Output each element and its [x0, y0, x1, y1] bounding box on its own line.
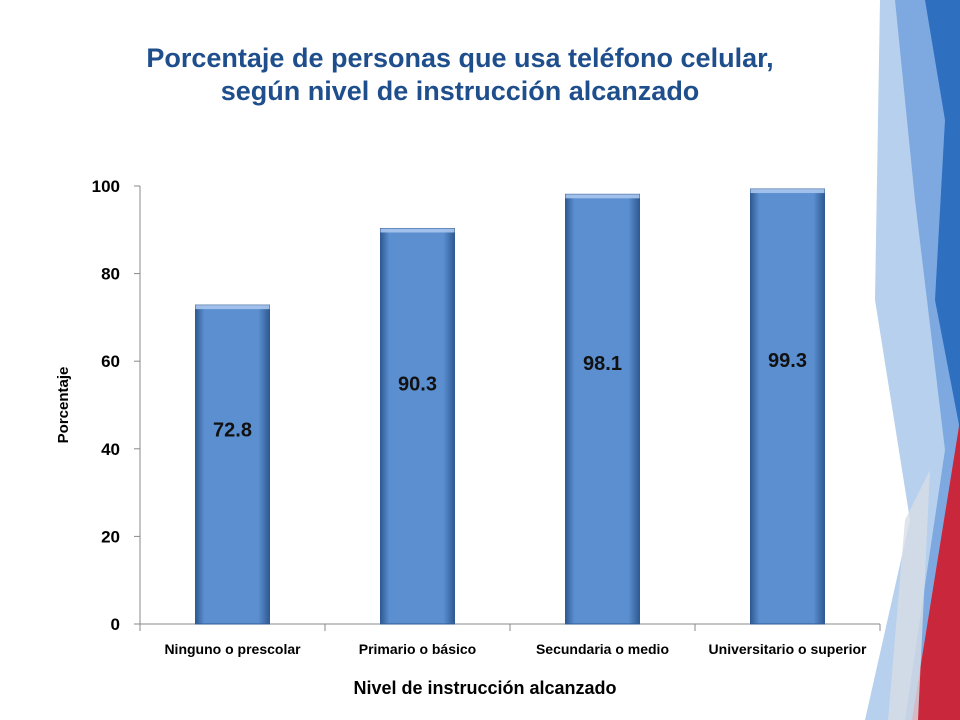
bar-top-highlight: [750, 189, 825, 194]
y-tick-label: 60: [101, 352, 120, 371]
y-tick-label: 0: [111, 615, 120, 634]
y-tick-label: 80: [101, 265, 120, 284]
bar-data-label: 72.8: [213, 420, 252, 442]
title-line-1: Porcentaje de personas que usa teléfono …: [146, 43, 774, 73]
y-tick-label: 40: [101, 440, 120, 459]
bar-top-highlight: [195, 305, 270, 310]
bar: [380, 227, 455, 625]
bar-top-highlight: [565, 194, 640, 199]
bar-data-label: 98.1: [583, 353, 622, 375]
bar-data-label: 99.3: [768, 350, 807, 372]
y-tick-label: 100: [92, 177, 120, 196]
x-axis-title: Nivel de instrucción alcanzado: [353, 678, 616, 698]
x-tick-label: Primario o básico: [359, 641, 476, 657]
y-tick-label: 20: [101, 527, 120, 546]
x-tick-label: Universitario o superior: [709, 641, 867, 657]
bar-top-highlight: [380, 228, 455, 233]
x-tick-label: Ninguno o prescolar: [164, 641, 301, 657]
x-tick-label: Secundaria o medio: [536, 641, 669, 657]
slide-title: Porcentaje de personas que usa teléfono …: [40, 42, 880, 108]
bar: [750, 188, 825, 625]
bar-data-label: 90.3: [398, 374, 437, 396]
bar: [565, 193, 640, 625]
title-line-2: según nivel de instrucción alcanzado: [220, 76, 700, 106]
bar: [195, 304, 270, 625]
y-axis-title: Porcentaje: [55, 367, 72, 444]
